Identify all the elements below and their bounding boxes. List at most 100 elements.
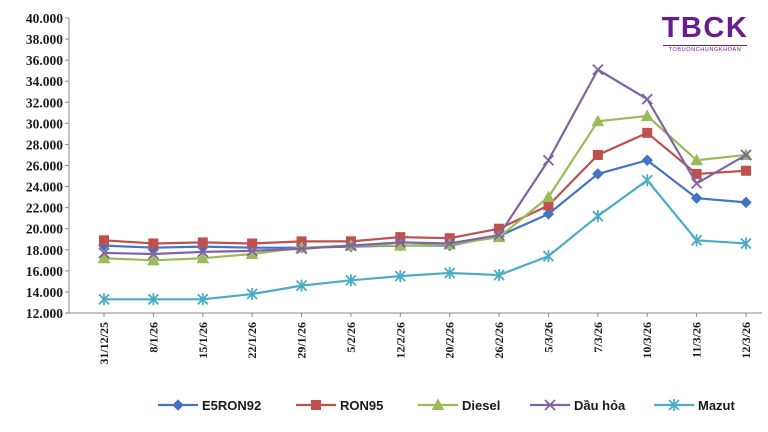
legend-item: Dầu hỏa xyxy=(530,398,626,413)
series-1-point xyxy=(641,154,653,166)
logo-text: TBCK xyxy=(661,12,749,44)
legend-marker xyxy=(431,398,445,410)
legend-marker xyxy=(668,399,680,411)
y-tick-label: 14.000 xyxy=(26,285,63,300)
series-3-point xyxy=(640,109,654,121)
series-5-point xyxy=(690,234,703,247)
series-4-point xyxy=(493,229,505,241)
series-1-point xyxy=(690,192,703,204)
series-5-point xyxy=(641,174,653,187)
series-4-point xyxy=(295,243,308,255)
x-tick-label: 7/3/26 xyxy=(591,322,605,353)
series-4-point xyxy=(345,239,357,252)
series-4-point xyxy=(542,154,555,166)
legend-item: Mazut xyxy=(654,398,736,413)
series-5-point xyxy=(345,274,357,287)
series-5-point xyxy=(98,293,110,306)
legend-label: Diesel xyxy=(462,398,500,413)
series-2-point xyxy=(99,235,109,246)
series-5-point xyxy=(444,266,456,279)
legend-item: E5RON92 xyxy=(158,398,261,413)
x-tick-label: 31/12/25 xyxy=(97,322,111,365)
series-5-point xyxy=(295,279,308,292)
series-5-point xyxy=(147,293,160,306)
x-tick-label: 26/2/26 xyxy=(492,322,506,359)
y-tick-label: 12.000 xyxy=(26,306,63,321)
series-1-line xyxy=(103,159,747,249)
x-tick-label: 11/3/26 xyxy=(690,322,704,358)
series-2-point xyxy=(148,238,159,249)
logo-subtext: TOBUONCHUNGKHOAN xyxy=(663,45,747,54)
x-tick-label: 15/1/26 xyxy=(196,322,210,359)
series-1-point xyxy=(592,168,604,180)
series-4-point xyxy=(641,93,653,105)
y-tick-label: 24.000 xyxy=(26,180,63,195)
legend-item: RON95 xyxy=(296,398,383,413)
series-4-point xyxy=(98,247,110,259)
y-tick-label: 20.000 xyxy=(26,222,63,237)
series-3-point xyxy=(196,251,210,264)
y-tick-label: 36.000 xyxy=(26,53,63,68)
series-5-point xyxy=(197,293,209,306)
series-5-point xyxy=(740,237,752,250)
y-tick-label: 30.000 xyxy=(26,116,63,131)
series-4-point xyxy=(690,177,703,190)
series-3-point xyxy=(97,251,111,264)
series-4-point xyxy=(394,236,406,249)
series-2-point xyxy=(197,237,208,248)
x-tick-label: 5/2/26 xyxy=(344,322,358,353)
x-tick-label: 20/2/26 xyxy=(443,322,457,359)
legend-marker xyxy=(544,399,556,411)
x-tick-label: 12/2/26 xyxy=(393,322,407,359)
series-1-point xyxy=(542,208,555,220)
series-4-point xyxy=(246,245,258,257)
series-3-line xyxy=(103,114,747,262)
series-5-point xyxy=(542,250,555,263)
series-1-point xyxy=(740,196,752,209)
series-4-point xyxy=(147,248,160,260)
y-tick-label: 16.000 xyxy=(26,264,63,279)
x-tick-label: 29/1/26 xyxy=(295,322,309,359)
y-tick-label: 34.000 xyxy=(26,74,63,89)
y-tick-label: 32.000 xyxy=(26,95,63,110)
legend-label: E5RON92 xyxy=(202,398,261,413)
series-3-point xyxy=(542,190,555,203)
series-4-point xyxy=(444,237,456,250)
x-tick-label: 12/3/26 xyxy=(739,322,753,359)
legend-label: Mazut xyxy=(698,398,736,413)
x-tick-label: 5/3/26 xyxy=(541,322,555,353)
series-2-point xyxy=(592,149,603,160)
series-4-point xyxy=(592,63,604,76)
series-3-point xyxy=(690,153,703,166)
legend-label: RON95 xyxy=(340,398,383,413)
series-4-line xyxy=(103,68,747,256)
series-2-line xyxy=(103,131,747,245)
y-tick-label: 22.000 xyxy=(26,201,63,216)
series-2-point xyxy=(543,200,554,211)
y-tick-label: 28.000 xyxy=(26,137,63,152)
series-5-line xyxy=(104,179,747,301)
series-5-point xyxy=(394,270,406,283)
series-3-point xyxy=(591,114,605,127)
legend-label: Dầu hỏa xyxy=(574,398,626,413)
y-tick-label: 38.000 xyxy=(26,32,63,47)
series-2-point xyxy=(642,127,653,138)
y-tick-label: 18.000 xyxy=(26,243,63,258)
legend-marker xyxy=(172,399,184,411)
y-tick-label: 26.000 xyxy=(26,159,63,174)
x-tick-label: 22/1/26 xyxy=(245,322,259,359)
series-5-point xyxy=(493,269,505,282)
series-2-point xyxy=(741,165,751,176)
series-4-point xyxy=(197,246,209,258)
legend-item: Diesel xyxy=(418,398,500,413)
y-tick-label: 40.000 xyxy=(26,11,63,26)
series-5-point xyxy=(246,288,258,301)
tbck-logo: TBCK TOBUONCHUNGKHOAN xyxy=(655,12,755,58)
legend-marker xyxy=(311,400,321,410)
series-4-point xyxy=(740,149,752,161)
x-tick-label: 10/3/26 xyxy=(640,322,654,359)
series-3-point xyxy=(147,253,160,266)
x-tick-label: 8/1/26 xyxy=(146,322,160,353)
